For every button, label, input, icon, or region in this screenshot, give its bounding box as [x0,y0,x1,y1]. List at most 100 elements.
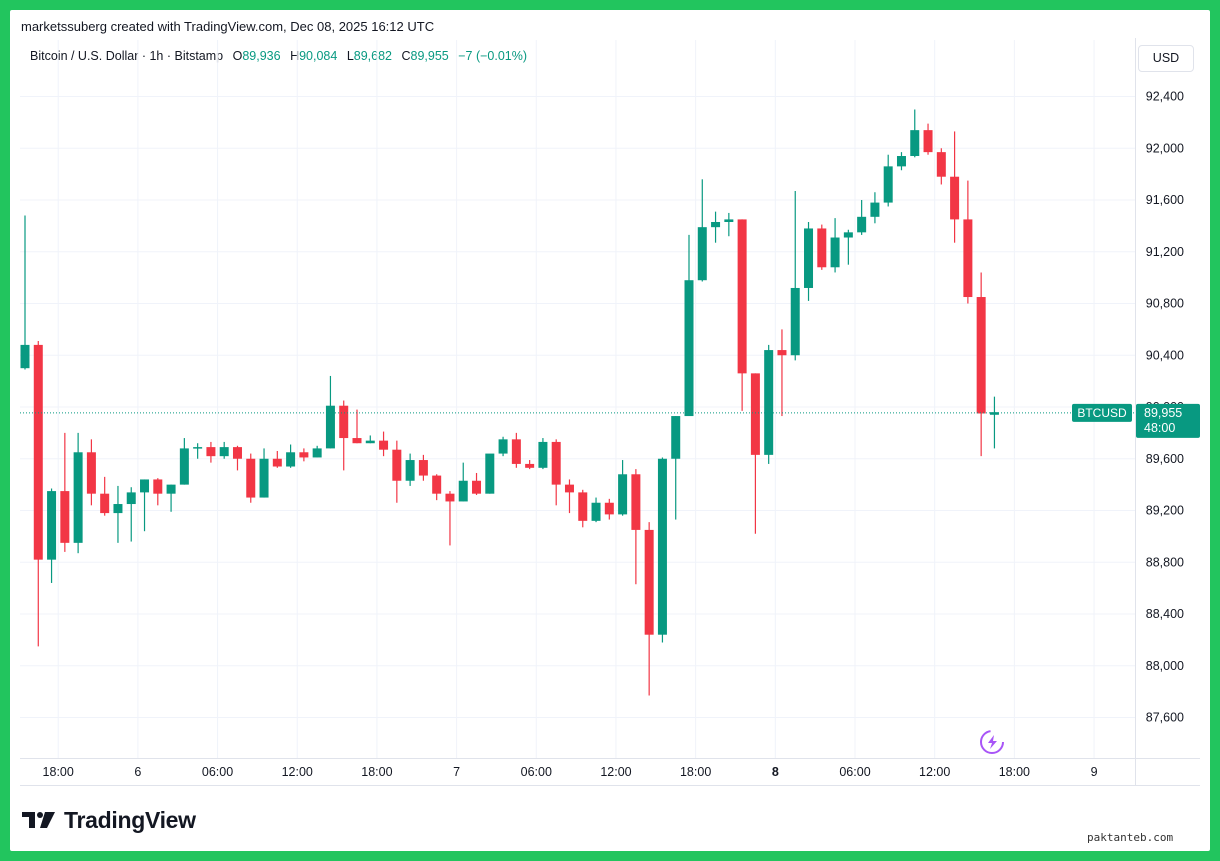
replay-icon[interactable] [980,730,1004,754]
candle [817,224,827,270]
candle-body [724,219,734,222]
candle-body [20,344,30,369]
candle-body [950,176,960,220]
candle [604,498,614,520]
footer-logo[interactable]: TradingView [22,805,196,835]
low-key: L [346,49,354,63]
candle-body [458,480,468,502]
candle-body [312,448,322,458]
candle [618,460,628,516]
candle [47,488,57,583]
candle-body [445,493,455,502]
candle-body [325,405,335,449]
chart-credit: marketssuberg created with TradingView.c… [21,19,435,34]
candle-body [498,439,508,454]
candle [538,438,548,470]
candle-body [604,502,614,515]
x-tick-label: 9 [1091,765,1098,779]
candle [405,453,415,486]
x-tick-label: 18:00 [680,765,711,779]
candle [458,462,468,502]
candle [777,329,787,417]
candle-body [936,152,946,177]
candle-body [963,219,973,298]
y-tick-label: 89,600 [1146,452,1184,466]
candle-body [657,458,667,635]
candle-body [206,447,216,457]
candle [193,443,203,459]
candle [126,487,136,542]
candle [60,432,70,552]
price-tag-price: 89,955 [1144,406,1182,420]
candle [432,474,442,501]
candle-body [272,458,282,467]
candle-body [777,350,787,356]
candle-body [472,480,482,494]
currency-button[interactable]: USD [1138,45,1194,72]
candle-body [60,491,70,543]
candle [923,123,933,155]
x-tick-label: 18:00 [361,765,392,779]
candle [989,396,999,449]
candle [286,444,296,468]
candle-body [432,475,442,494]
candle-body [711,221,721,228]
candle [206,441,216,463]
open-value: 89,936 [242,49,281,63]
candle-body [339,405,349,439]
candle [485,453,495,494]
candle [564,479,574,514]
candle [86,439,96,506]
x-tick-label: 06:00 [521,765,552,779]
x-tick-label: 18:00 [43,765,74,779]
candle-body [140,479,150,493]
candle [764,344,774,464]
candle-body [923,130,933,153]
candle [711,211,721,243]
candle-body [684,280,694,417]
candle [392,440,402,503]
candle-body [365,440,375,444]
candle [472,472,482,495]
candle [299,448,309,462]
candle [963,180,973,304]
y-tick-label: 87,600 [1146,711,1184,725]
candle [100,476,110,516]
candle-body [697,227,707,281]
candle [33,341,43,647]
candle [657,457,667,643]
candle-body [525,463,535,468]
x-tick-label: 12:00 [600,765,631,779]
candle-body [219,447,229,457]
candle [511,432,521,468]
candle [339,400,349,471]
x-tick-label: 12:00 [282,765,313,779]
candle [352,409,362,444]
candle [312,445,322,458]
candle-body [631,474,641,530]
candle-body [259,458,269,498]
candle-body [551,441,561,485]
candle [750,373,760,534]
candle [365,435,375,444]
candle [936,148,946,185]
candle-body [578,492,588,521]
watermark: paktanteb.com [1085,831,1176,844]
candle-body [100,493,110,514]
candles [20,109,999,696]
time-axis: 18:00 6 06:00 12:00 18:00 7 06:00 12:00 18:00 8 06… [43,765,1098,779]
candle [631,469,641,585]
candlestick-chart[interactable]: 92,400 92,000 91,600 91,200 90,800 90,400 90,0… [10,10,1210,851]
candle-body [989,412,999,415]
candle [830,218,840,273]
candle-body [976,297,986,414]
candle [219,441,229,459]
candle-body [671,416,681,459]
y-tick-label: 88,800 [1146,555,1184,569]
candle [883,154,893,207]
candle-body [883,166,893,203]
candle-body [644,529,654,635]
candle [551,439,561,506]
instrument-label[interactable]: Bitcoin / U.S. Dollar · 1h · Bitstamp [30,49,224,63]
